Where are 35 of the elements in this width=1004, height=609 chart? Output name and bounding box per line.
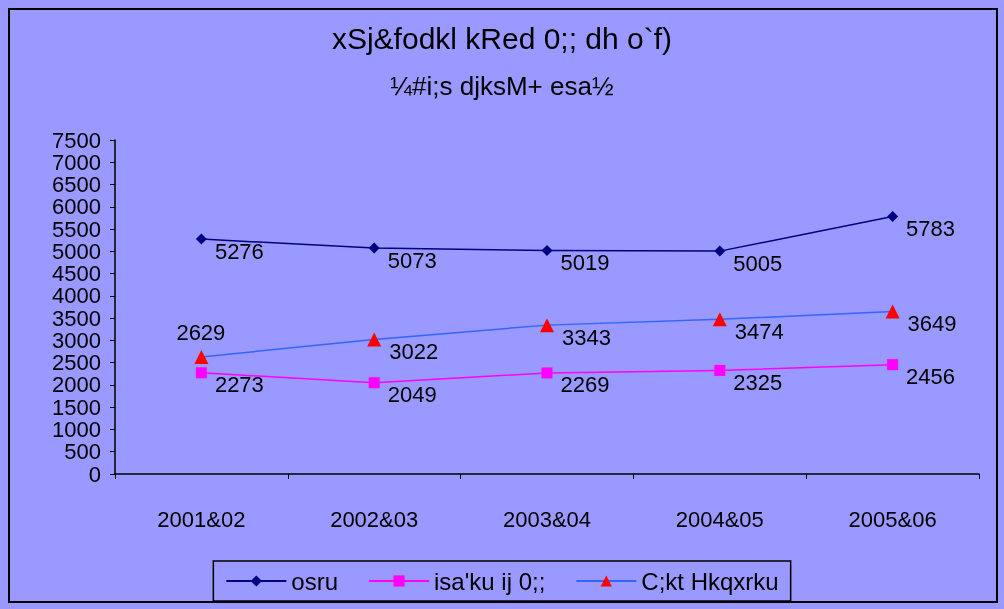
data-label: 2629 <box>176 320 226 346</box>
chart-title: xSj&fodkl kRed 0;; dh o`f) <box>331 21 673 55</box>
data-label: 5073 <box>387 247 437 273</box>
x-tick-label: 2002&03 <box>330 506 419 532</box>
data-label: 3649 <box>907 311 957 336</box>
legend-label: C;kt Hkqxrku <box>641 567 779 595</box>
data-label: 5019 <box>560 249 610 275</box>
data-label: 3474 <box>734 318 784 344</box>
data-label: 3343 <box>562 324 611 350</box>
data-label: 2325 <box>733 369 783 395</box>
point <box>887 210 899 222</box>
point <box>887 359 899 371</box>
point <box>195 233 207 245</box>
x-tick-label: 2003&04 <box>502 506 592 532</box>
legend-label: osru <box>291 567 339 595</box>
x-tick-label: 2004&05 <box>675 506 764 532</box>
point <box>714 364 726 376</box>
data-label: 3022 <box>389 338 439 364</box>
data-label: 2269 <box>560 372 610 398</box>
data-label: 5005 <box>733 250 783 276</box>
point <box>368 242 380 254</box>
point <box>368 377 380 389</box>
point <box>541 244 553 256</box>
point <box>541 367 553 379</box>
x-tick-label: 2001&02 <box>157 506 246 532</box>
point <box>195 367 207 379</box>
data-label: 5783 <box>906 215 956 241</box>
data-label: 2049 <box>387 382 437 408</box>
x-tick-label: 2005&06 <box>848 506 937 532</box>
chart-subtitle: ¼#i;s djksM+ esa½ <box>390 71 614 101</box>
data-label: 2273 <box>214 372 264 398</box>
data-label: 2456 <box>906 364 956 390</box>
data-label: 5276 <box>214 238 264 264</box>
legend-label: isa'ku ij 0;; <box>434 567 546 595</box>
point <box>714 245 726 257</box>
